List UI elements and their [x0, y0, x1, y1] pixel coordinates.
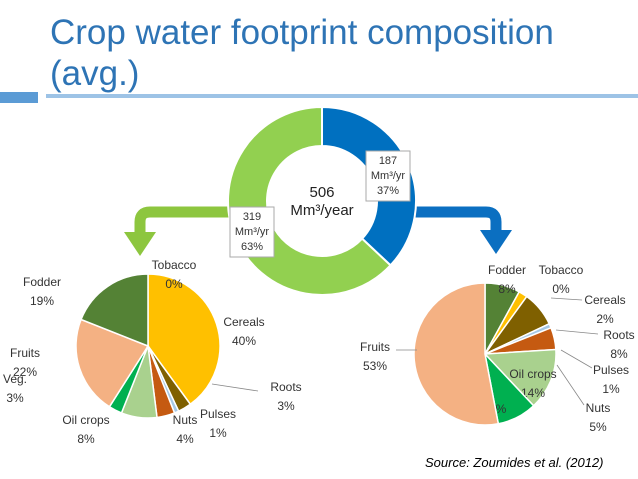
donut-slice-0: [321, 105, 417, 267]
donut-label-box-1: [229, 206, 275, 258]
left-pie-leader-roots: [211, 383, 259, 392]
right-pie-label-tobacco: Tobacco 0%: [539, 263, 584, 296]
right-pie-leader-pulses: [560, 349, 593, 369]
right-pie-leader-cereals: [550, 297, 583, 301]
right-pie-label-oil-crops: Oil crops 14%: [509, 367, 556, 400]
right-pie-label-fodder: Fodder 8%: [488, 263, 526, 296]
left-pie-label-nuts: Nuts 4%: [173, 413, 198, 446]
left-pie-slice-fodder: [80, 273, 149, 348]
title-accent-bar: [0, 92, 38, 103]
right-pie-leader-nuts: [556, 364, 585, 406]
right-pie-leader-roots: [555, 329, 599, 335]
donut-label-0: 187 Mm³/yr 37%: [371, 155, 406, 197]
left-pie-slice-fruits: [75, 318, 150, 408]
left-pie-slice-cereals: [147, 273, 221, 406]
right-pie-label-fruits: Fruits 53%: [360, 340, 390, 373]
right-pie-label-roots: Roots 8%: [603, 328, 634, 361]
donut-label-box-0: [365, 150, 411, 202]
right-pie-label-nuts: Nuts 5%: [586, 401, 611, 434]
right-pie-slice-fruits: [413, 282, 500, 426]
left-pie-label-tobacco: Tobacco 0%: [152, 258, 197, 291]
title-underline: [46, 94, 638, 98]
left-pie-label-fodder: Fodder 19%: [23, 275, 61, 308]
right-pie-slice-oil-crops: [483, 348, 557, 407]
source-note: Source: Zoumides et al. (2012): [425, 455, 604, 470]
slide-title: Crop water footprint composition (avg.): [50, 13, 554, 93]
right-pie-label-pulses: Pulses 1%: [593, 363, 629, 396]
right-arrow-head: [480, 230, 512, 254]
left-pie-label-roots: Roots 3%: [270, 380, 301, 413]
left-arrow-head: [124, 232, 156, 256]
left-pie-label-veg: Veg. 3%: [3, 372, 27, 405]
left-pie-label-cereals: Cereals 40%: [223, 315, 264, 348]
donut-center-label: 506 Mm³/year: [290, 184, 353, 219]
left-arrow-shaft: [134, 206, 232, 234]
left-pie-label-pulses: Pulses 1%: [200, 407, 236, 440]
right-arrow-shaft: [410, 206, 502, 232]
left-pie-label-oil-crops: Oil crops 8%: [62, 413, 109, 446]
left-pie-label-fruits: Fruits 22%: [10, 346, 40, 379]
right-pie-label-cereals: Cereals 2%: [584, 293, 625, 326]
donut-label-1: 319 Mm³/yr 63%: [235, 211, 270, 253]
